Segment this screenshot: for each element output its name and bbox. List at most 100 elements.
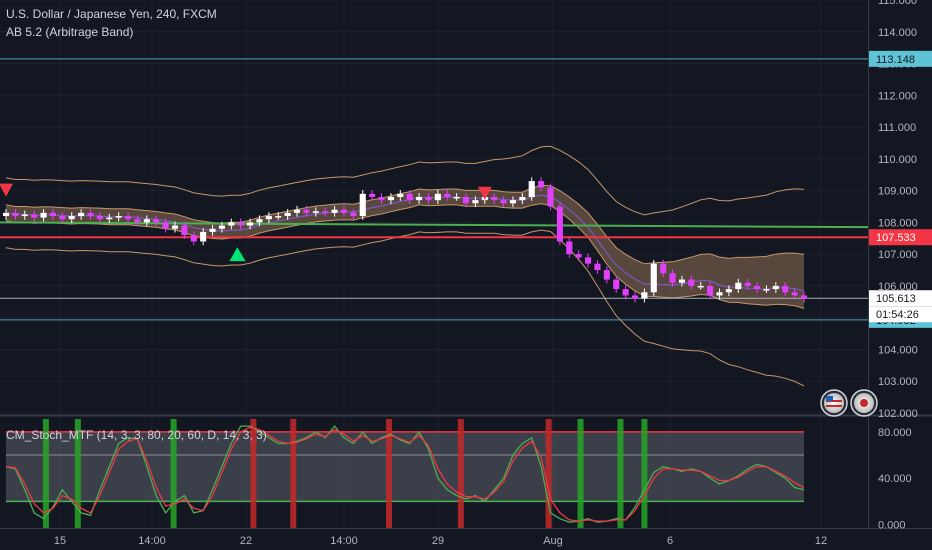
candle-body-58 bbox=[547, 187, 554, 207]
band-outer-upper bbox=[5, 145, 805, 216]
candle-body-80 bbox=[754, 285, 761, 290]
stoch-pane: 0.000 40.000 80.000 bbox=[5, 419, 912, 532]
stoch-signal-col-8 bbox=[577, 419, 584, 528]
candle-body-59 bbox=[556, 206, 563, 242]
stoch-signal-col-4 bbox=[290, 419, 297, 528]
price-label-bg-2 bbox=[869, 290, 932, 307]
candle-body-61 bbox=[575, 254, 582, 258]
candle-body-22 bbox=[209, 228, 216, 232]
candle-body-13 bbox=[124, 216, 132, 220]
stoch-label: CM_Stoch_MTF (14, 3, 3, 80, 20, 60, D, 1… bbox=[6, 428, 267, 442]
stoch-signal-col-9 bbox=[617, 419, 624, 528]
candle-body-8 bbox=[78, 212, 85, 217]
candle-body-15 bbox=[143, 219, 150, 223]
stoch-signal-col-1 bbox=[74, 419, 81, 528]
candle-body-79 bbox=[744, 282, 751, 286]
candle-body-0 bbox=[2, 212, 10, 217]
candle-body-35 bbox=[331, 209, 338, 213]
candle-body-14 bbox=[134, 219, 141, 223]
candle-body-60 bbox=[566, 241, 573, 255]
candle-body-18 bbox=[171, 225, 179, 229]
time-tick-1: 14:00 bbox=[138, 535, 166, 547]
price-tick-0: 102.000 bbox=[878, 408, 918, 420]
signal-sell-2 bbox=[477, 186, 492, 200]
indicator-label: AB 5.2 (Arbitrage Band) bbox=[6, 25, 134, 39]
candle-body-65 bbox=[613, 279, 620, 290]
candle-body-39 bbox=[369, 193, 376, 197]
price-tick-6: 108.000 bbox=[878, 217, 918, 229]
candle-body-62 bbox=[585, 257, 592, 264]
price-tick-7: 109.000 bbox=[878, 186, 918, 198]
candle-body-47 bbox=[444, 193, 451, 197]
time-axis: 15 14:00 22 14:00 29 Aug 6 12 bbox=[54, 535, 827, 547]
price-tick-13: 115.000 bbox=[878, 0, 917, 7]
candle-body-67 bbox=[631, 295, 639, 299]
candle-body-7 bbox=[68, 216, 75, 220]
candle-body-53 bbox=[500, 200, 507, 204]
candle-body-68 bbox=[641, 292, 648, 299]
candle-body-69 bbox=[650, 263, 657, 293]
time-tick-4: 29 bbox=[432, 535, 444, 547]
stoch-series-1 bbox=[5, 426, 805, 522]
price-tick-10: 112.000 bbox=[878, 90, 917, 102]
candle-body-66 bbox=[622, 289, 629, 296]
candle-body-1 bbox=[12, 212, 19, 217]
candle-body-5 bbox=[49, 212, 56, 217]
price-tick-8: 110.000 bbox=[878, 154, 917, 166]
candle-body-63 bbox=[594, 263, 601, 271]
candle-body-70 bbox=[660, 263, 667, 274]
us-flag-icon[interactable] bbox=[820, 389, 848, 417]
candle-body-31 bbox=[293, 209, 301, 213]
candle-body-10 bbox=[96, 216, 103, 220]
candle-body-76 bbox=[716, 292, 723, 296]
candle-body-82 bbox=[772, 285, 779, 290]
candle-body-81 bbox=[763, 289, 770, 291]
candle-body-6 bbox=[59, 216, 66, 220]
candle-body-23 bbox=[218, 225, 225, 229]
time-tick-0: 15 bbox=[54, 535, 66, 547]
candle-body-29 bbox=[275, 216, 282, 218]
price-tick-4: 106.000 bbox=[878, 281, 918, 293]
moving-average-line bbox=[5, 194, 805, 292]
grid bbox=[0, 0, 932, 529]
candle-body-73 bbox=[688, 279, 695, 286]
candle-body-27 bbox=[256, 219, 263, 223]
stoch-tick-0: 0.000 bbox=[878, 520, 906, 532]
countdown-label: 01:54:26 bbox=[876, 309, 919, 321]
price-label-bg-1 bbox=[869, 229, 932, 246]
candle-body-36 bbox=[340, 209, 348, 213]
price-tick-5: 107.000 bbox=[878, 249, 918, 261]
time-tick-2: 22 bbox=[240, 535, 252, 547]
price-tick-2: 104.000 bbox=[878, 344, 918, 356]
candle-body-17 bbox=[162, 222, 169, 229]
time-tick-6: 6 bbox=[667, 535, 673, 547]
stoch-signal-col-2 bbox=[170, 419, 177, 528]
jp-flag-icon[interactable] bbox=[850, 389, 878, 417]
candle-body-12 bbox=[115, 216, 122, 218]
stoch-signal-col-3 bbox=[250, 419, 257, 528]
candle-body-2 bbox=[21, 214, 28, 217]
candle-body-21 bbox=[200, 231, 207, 242]
candle-body-3 bbox=[31, 214, 38, 218]
candle-body-11 bbox=[106, 217, 113, 220]
price-label-2: 105.613 bbox=[876, 293, 916, 305]
band-fill bbox=[6, 185, 804, 309]
candle-body-85 bbox=[800, 295, 808, 299]
price-axis: 102.000103.000104.000105.000106.000107.0… bbox=[869, 0, 932, 420]
signal-buy-1 bbox=[229, 247, 246, 262]
stoch-signal-col-6 bbox=[457, 419, 464, 528]
candle-body-37 bbox=[350, 212, 357, 217]
price-label-1: 107.533 bbox=[876, 232, 916, 244]
stoch-tick-1: 40.000 bbox=[878, 473, 912, 485]
time-tick-3: 14:00 bbox=[330, 535, 358, 547]
stoch-signal-col-5 bbox=[386, 419, 393, 528]
candle-body-45 bbox=[425, 196, 432, 201]
time-tick-5: Aug bbox=[543, 535, 563, 547]
band-inner-upper bbox=[5, 184, 805, 265]
horizontal-lines bbox=[0, 58, 869, 321]
candle-body-83 bbox=[782, 285, 789, 293]
price-tick-12: 114.000 bbox=[878, 27, 917, 39]
candle-body-30 bbox=[284, 212, 291, 217]
candle-body-84 bbox=[791, 292, 798, 296]
